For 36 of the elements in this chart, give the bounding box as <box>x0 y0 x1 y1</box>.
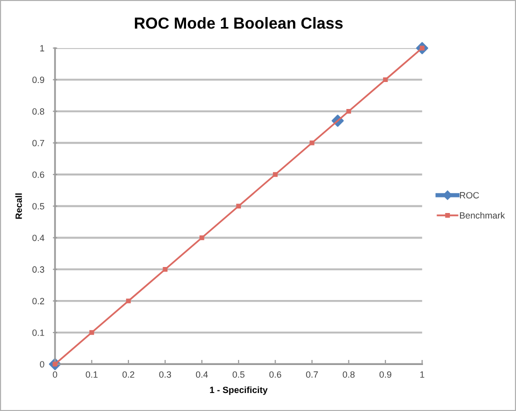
legend-label: Benchmark <box>460 212 505 219</box>
point <box>89 330 94 335</box>
x-tick-label: 0.3 <box>159 371 172 378</box>
y-tick-label: 1 <box>40 45 44 52</box>
y-tick-label: 0.5 <box>32 203 44 210</box>
y-tick-label: 0.6 <box>32 171 44 178</box>
y-tick-label: 0.3 <box>32 266 44 273</box>
legend-label: ROC <box>460 192 479 198</box>
point <box>126 298 131 304</box>
x-tick-label: 0.1 <box>86 371 98 378</box>
x-tick-label: 0.4 <box>196 371 208 378</box>
y-tick-label: 0.9 <box>32 76 44 84</box>
x-tick-label: 1 <box>420 371 424 378</box>
x-tick-label: 0.7 <box>306 371 318 378</box>
point <box>200 235 204 240</box>
y-tick-label: 0 <box>40 361 44 368</box>
point <box>162 266 168 272</box>
x-tick-label: 0 <box>52 371 58 378</box>
x-tick-label: 0.8 <box>342 371 355 378</box>
y-tick-label: 0.1 <box>32 330 44 336</box>
x-tick-label: 0.9 <box>380 371 392 378</box>
x-tick-label: 0.5 <box>232 371 244 378</box>
y-tick-label: 0.8 <box>32 108 44 115</box>
point <box>383 77 388 82</box>
point <box>310 140 314 146</box>
x-tick-label: 0.6 <box>269 371 282 378</box>
y-tick-label: 0.7 <box>32 140 44 146</box>
y-tick-label: 0.4 <box>32 234 44 242</box>
x-axis-title: 1 - Specificity <box>210 386 268 395</box>
point <box>272 172 278 177</box>
y-tick-label: 0.2 <box>32 298 44 304</box>
point <box>346 108 352 114</box>
chart-title: ROC Mode 1 Boolean Class <box>134 17 343 29</box>
point <box>236 204 241 208</box>
x-tick-label: 0.2 <box>122 371 134 378</box>
y-axis-title: Recall <box>15 193 22 219</box>
